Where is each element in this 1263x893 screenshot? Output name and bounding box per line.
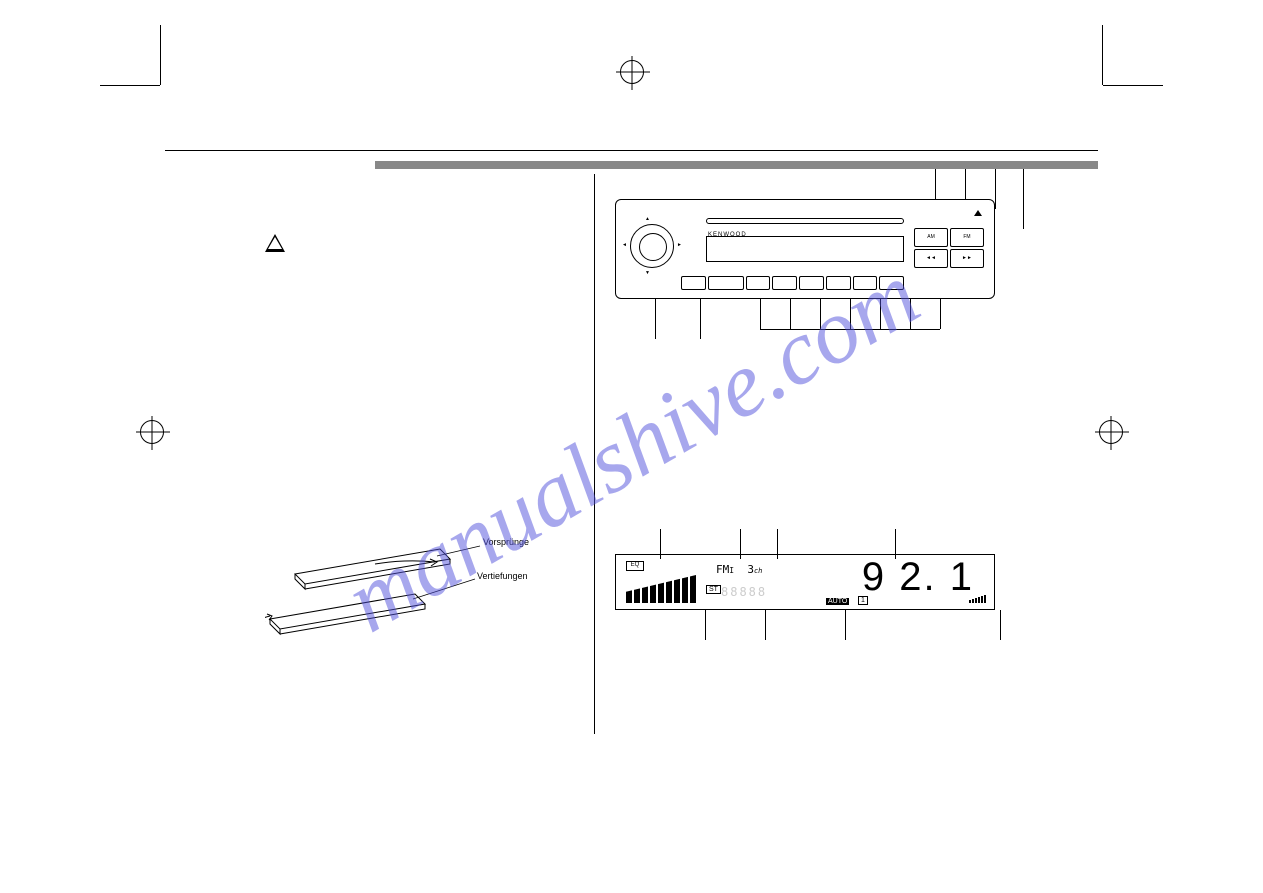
callout-line — [820, 299, 821, 329]
prev-button: ◄◄ — [914, 249, 948, 268]
page-content: Vorsprünge Vertiefungen ▲ ▼ ◄ ► KENWOOD — [165, 150, 1098, 863]
am-button: AM — [914, 228, 948, 247]
volume-level-bars — [969, 595, 986, 603]
preset-num: 3 — [747, 563, 754, 576]
registration-mark — [620, 60, 644, 84]
callout-line — [700, 299, 701, 339]
stereo-indicator: ST — [706, 585, 721, 594]
callout-line — [910, 299, 911, 329]
callout-line — [1000, 610, 1001, 640]
callout-line — [940, 299, 941, 329]
callout-line — [1023, 169, 1024, 229]
crop-mark — [160, 25, 161, 85]
volume-knob: ▲ ▼ ◄ ► — [630, 224, 674, 268]
callout-line — [765, 610, 766, 640]
knob-arrow-left: ◄ — [622, 242, 627, 248]
knob-arrow-right: ► — [677, 242, 682, 248]
preset-1 — [746, 276, 771, 290]
channel-indicator: 1 — [858, 596, 868, 605]
auto-indicator: AUTO — [826, 598, 849, 605]
preset-2 — [772, 276, 797, 290]
band-indicator: FMI 3ch — [716, 563, 762, 576]
label-recesses: Vertiefungen — [477, 571, 528, 581]
crop-mark — [100, 85, 160, 86]
knob-arrow-up: ▲ — [645, 216, 650, 222]
knob-arrow-down: ▼ — [645, 270, 650, 276]
callout-line — [995, 169, 996, 209]
callout-line — [845, 610, 846, 640]
release-button — [681, 276, 706, 290]
fm-button: FM — [950, 228, 984, 247]
callout-line — [850, 299, 851, 329]
spectrum-analyzer-icon — [626, 575, 696, 603]
crop-mark — [1102, 25, 1103, 85]
next-button: ►► — [950, 249, 984, 268]
ghost-segments: 88888 — [721, 585, 767, 599]
registration-mark — [1099, 420, 1123, 444]
callout-line — [760, 299, 761, 329]
left-column: Vorsprünge Vertiefungen — [165, 174, 595, 734]
callout-line — [880, 299, 881, 329]
frequency-display: 9 2. 1 — [862, 555, 974, 600]
ch-label: ch — [754, 567, 762, 575]
header-rule — [165, 150, 1098, 151]
registration-mark — [140, 420, 164, 444]
right-button-group: AM FM ◄◄ ►► — [914, 228, 984, 268]
band-num: I — [729, 566, 734, 575]
right-column: ▲ ▼ ◄ ► KENWOOD — [595, 174, 1098, 734]
warning-icon — [265, 234, 285, 252]
radio-faceplate-diagram: ▲ ▼ ◄ ► KENWOOD — [615, 199, 995, 299]
label-protrusions: Vorsprünge — [483, 537, 529, 547]
src-button — [708, 276, 744, 290]
eq-indicator: EQ — [626, 561, 644, 571]
section-bar — [375, 161, 1098, 169]
preset-4 — [826, 276, 851, 290]
callout-line — [705, 610, 706, 640]
lcd-display-area — [706, 236, 904, 262]
callout-line — [790, 299, 791, 329]
two-column-layout: Vorsprünge Vertiefungen ▲ ▼ ◄ ► KENWOOD — [165, 174, 1098, 734]
preset-5 — [853, 276, 878, 290]
eject-icon — [974, 210, 982, 216]
preset-button-row — [681, 276, 904, 290]
preset-6 — [879, 276, 904, 290]
cd-slot — [706, 218, 904, 224]
preset-3 — [799, 276, 824, 290]
callout-line — [760, 329, 940, 330]
lcd-display-diagram: EQ FMI 3ch ST 88888 9 2. 1 AUTO 1 — [615, 554, 995, 610]
callout-line — [655, 299, 656, 339]
crop-mark — [1103, 85, 1163, 86]
band-text: FM — [716, 563, 729, 576]
faceplate-diagram: Vorsprünge Vertiefungen — [265, 524, 545, 659]
